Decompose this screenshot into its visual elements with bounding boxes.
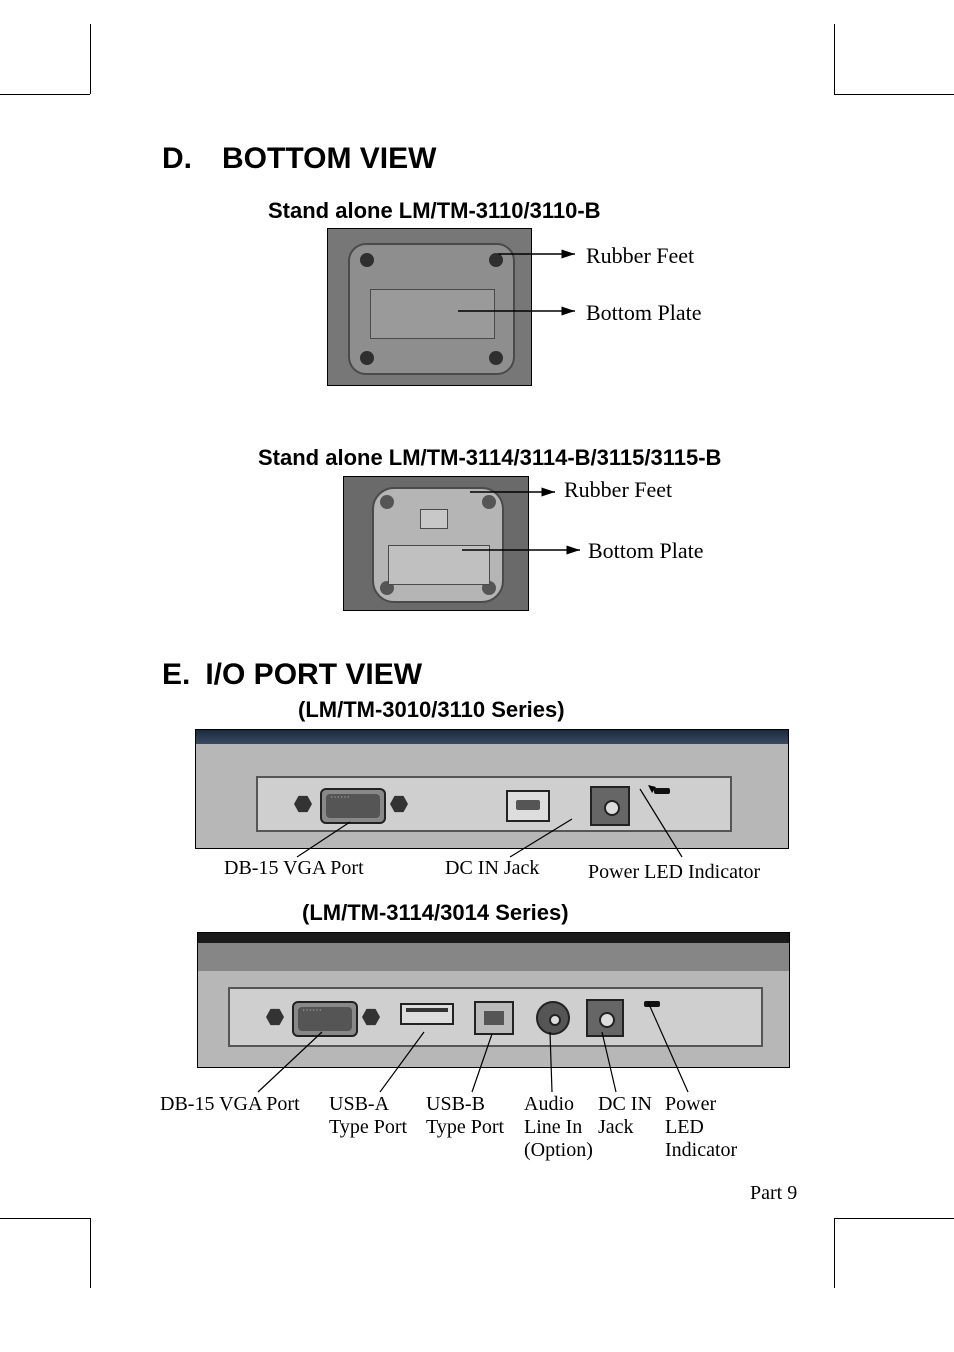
rule	[834, 1218, 835, 1288]
label-usba-l1: USB-A	[329, 1093, 389, 1115]
label-usba-l2: Type Port	[329, 1116, 407, 1138]
label-dcin-l1: DC IN	[598, 1093, 652, 1115]
rule	[834, 94, 954, 95]
figure-bottom-view-3110	[327, 228, 532, 386]
label-usbb-l1: USB-B	[426, 1093, 485, 1115]
rule	[834, 24, 835, 94]
subheading-e1: (LM/TM-3010/3110 Series)	[298, 697, 565, 723]
rule	[0, 1218, 90, 1219]
label-audio-l1: Audio	[524, 1093, 574, 1115]
subheading-d2: Stand alone LM/TM-3114/3114-B/3115/3115-…	[258, 445, 721, 471]
callout-rubber-feet: Rubber Feet	[586, 243, 694, 269]
rule	[90, 1218, 91, 1288]
label-usbb-l2: Type Port	[426, 1116, 504, 1138]
label-vga-b: DB-15 VGA Port	[160, 1093, 300, 1116]
label-audio-l3: (Option)	[524, 1139, 593, 1161]
document-page: D. BOTTOM VIEW Stand alone LM/TM-3110/31…	[0, 0, 954, 1352]
callout-bottom-plate: Bottom Plate	[586, 300, 702, 326]
label-led-l1: Power	[665, 1093, 716, 1115]
label-led-l2: LED	[665, 1116, 704, 1138]
label-dcin-l2: Jack	[598, 1116, 634, 1138]
label-led-a: Power LED Indicator	[588, 861, 760, 884]
subheading-d1: Stand alone LM/TM-3110/3110-B	[268, 198, 601, 224]
figure-io-3114	[197, 932, 790, 1068]
label-audio-l2: Line In	[524, 1116, 582, 1138]
heading-section-d: D. BOTTOM VIEW	[162, 142, 436, 176]
label-led-l3: Indicator	[665, 1139, 737, 1161]
figure-io-3010	[195, 729, 789, 849]
subheading-e2: (LM/TM-3114/3014 Series)	[302, 900, 569, 926]
figure-bottom-view-3114	[343, 476, 529, 611]
label-vga-a: DB-15 VGA Port	[224, 857, 364, 880]
rule	[90, 24, 91, 94]
rule	[0, 94, 90, 95]
callout-bottom-plate-2: Bottom Plate	[588, 538, 704, 564]
rule	[834, 1218, 954, 1219]
page-number: Part 9	[750, 1182, 797, 1205]
callout-rubber-feet-2: Rubber Feet	[564, 477, 672, 503]
heading-section-e: E. I/O PORT VIEW	[162, 658, 422, 692]
label-dcin-a: DC IN Jack	[445, 857, 539, 880]
